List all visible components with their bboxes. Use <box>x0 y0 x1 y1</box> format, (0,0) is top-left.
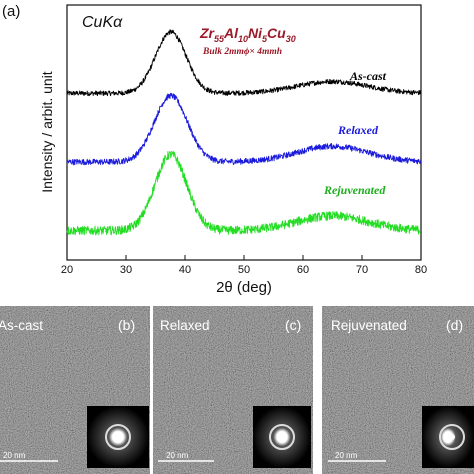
saed-spot-as-cast <box>115 434 121 440</box>
series-layer <box>66 29 422 236</box>
x-tick-label: 20 <box>61 264 73 276</box>
tem-panel-relaxed: Relaxed (c) 20 nm <box>153 306 313 474</box>
scale-text-as-cast: 20 nm <box>3 451 26 460</box>
series-label-relaxed: Relaxed <box>337 123 379 137</box>
bulk-note: Bulk 2mmϕ× 4mmh <box>202 47 282 57</box>
x-axis-title: 2θ (deg) <box>216 279 272 296</box>
radiation-label: CuKα <box>82 14 123 31</box>
series-line-relaxed <box>66 92 422 166</box>
plot-frame <box>66 4 422 261</box>
saed-ring-relaxed <box>269 424 295 450</box>
composition-label: Zr55Al10Ni5Cu30 <box>199 25 296 44</box>
series-line-rejuvenated <box>66 150 421 236</box>
saed-ring-as-cast <box>105 424 131 450</box>
x-tick-label: 40 <box>179 264 191 276</box>
scale-text-rejuvenated: 20 nm <box>335 451 358 460</box>
x-tick-label: 50 <box>238 264 250 276</box>
x-tick-label: 80 <box>415 264 427 276</box>
series-line-as-cast <box>66 29 422 97</box>
series-label-as-cast: As-cast <box>349 69 387 83</box>
saed-ring-rejuvenated <box>439 424 465 450</box>
saed-inset-rejuvenated <box>422 406 474 468</box>
tem-panel-rejuvenated: Rejuvenated (d) 20 nm <box>322 306 474 474</box>
tem-letter-d: (d) <box>446 317 463 333</box>
panel-letter-a: (a) <box>2 3 20 20</box>
tem-panel-as-cast: As-cast (b) 20 nm <box>0 306 150 474</box>
x-tick-label: 70 <box>356 264 368 276</box>
y-axis-title: Intensity / arbit. unit <box>39 71 55 193</box>
scale-text-relaxed: 20 nm <box>166 451 189 460</box>
xrd-plot: 20 30 40 50 60 70 80 <box>61 4 427 276</box>
tem-label-as-cast: As-cast <box>0 318 43 333</box>
tem-letter-c: (c) <box>285 317 301 333</box>
x-ticks: 20 30 40 50 60 70 80 <box>61 255 427 276</box>
x-tick-label: 60 <box>297 264 309 276</box>
tem-letter-b: (b) <box>118 317 135 333</box>
series-label-rejuvenated: Rejuvenated <box>323 183 386 197</box>
tem-label-rejuvenated: Rejuvenated <box>331 318 407 333</box>
x-tick-label: 30 <box>120 264 132 276</box>
tem-label-relaxed: Relaxed <box>160 318 210 333</box>
saed-spot-rejuvenated <box>449 434 455 440</box>
saed-spot-relaxed <box>279 434 285 440</box>
